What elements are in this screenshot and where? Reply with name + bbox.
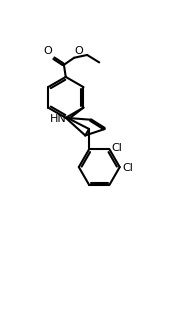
Text: O: O (75, 45, 83, 55)
Text: O: O (43, 46, 52, 56)
Text: Cl: Cl (112, 143, 123, 154)
Text: HN: HN (49, 114, 66, 124)
Text: Cl: Cl (122, 163, 133, 173)
